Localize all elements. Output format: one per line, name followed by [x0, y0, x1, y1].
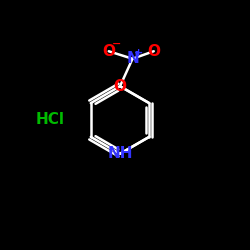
Text: HCl: HCl [36, 112, 64, 128]
Text: O: O [147, 44, 160, 59]
Text: −: − [112, 39, 122, 49]
Text: O: O [114, 79, 126, 94]
Text: O: O [102, 44, 115, 59]
Text: N: N [126, 51, 139, 66]
Text: +: + [134, 48, 143, 58]
Text: NH: NH [107, 146, 133, 161]
